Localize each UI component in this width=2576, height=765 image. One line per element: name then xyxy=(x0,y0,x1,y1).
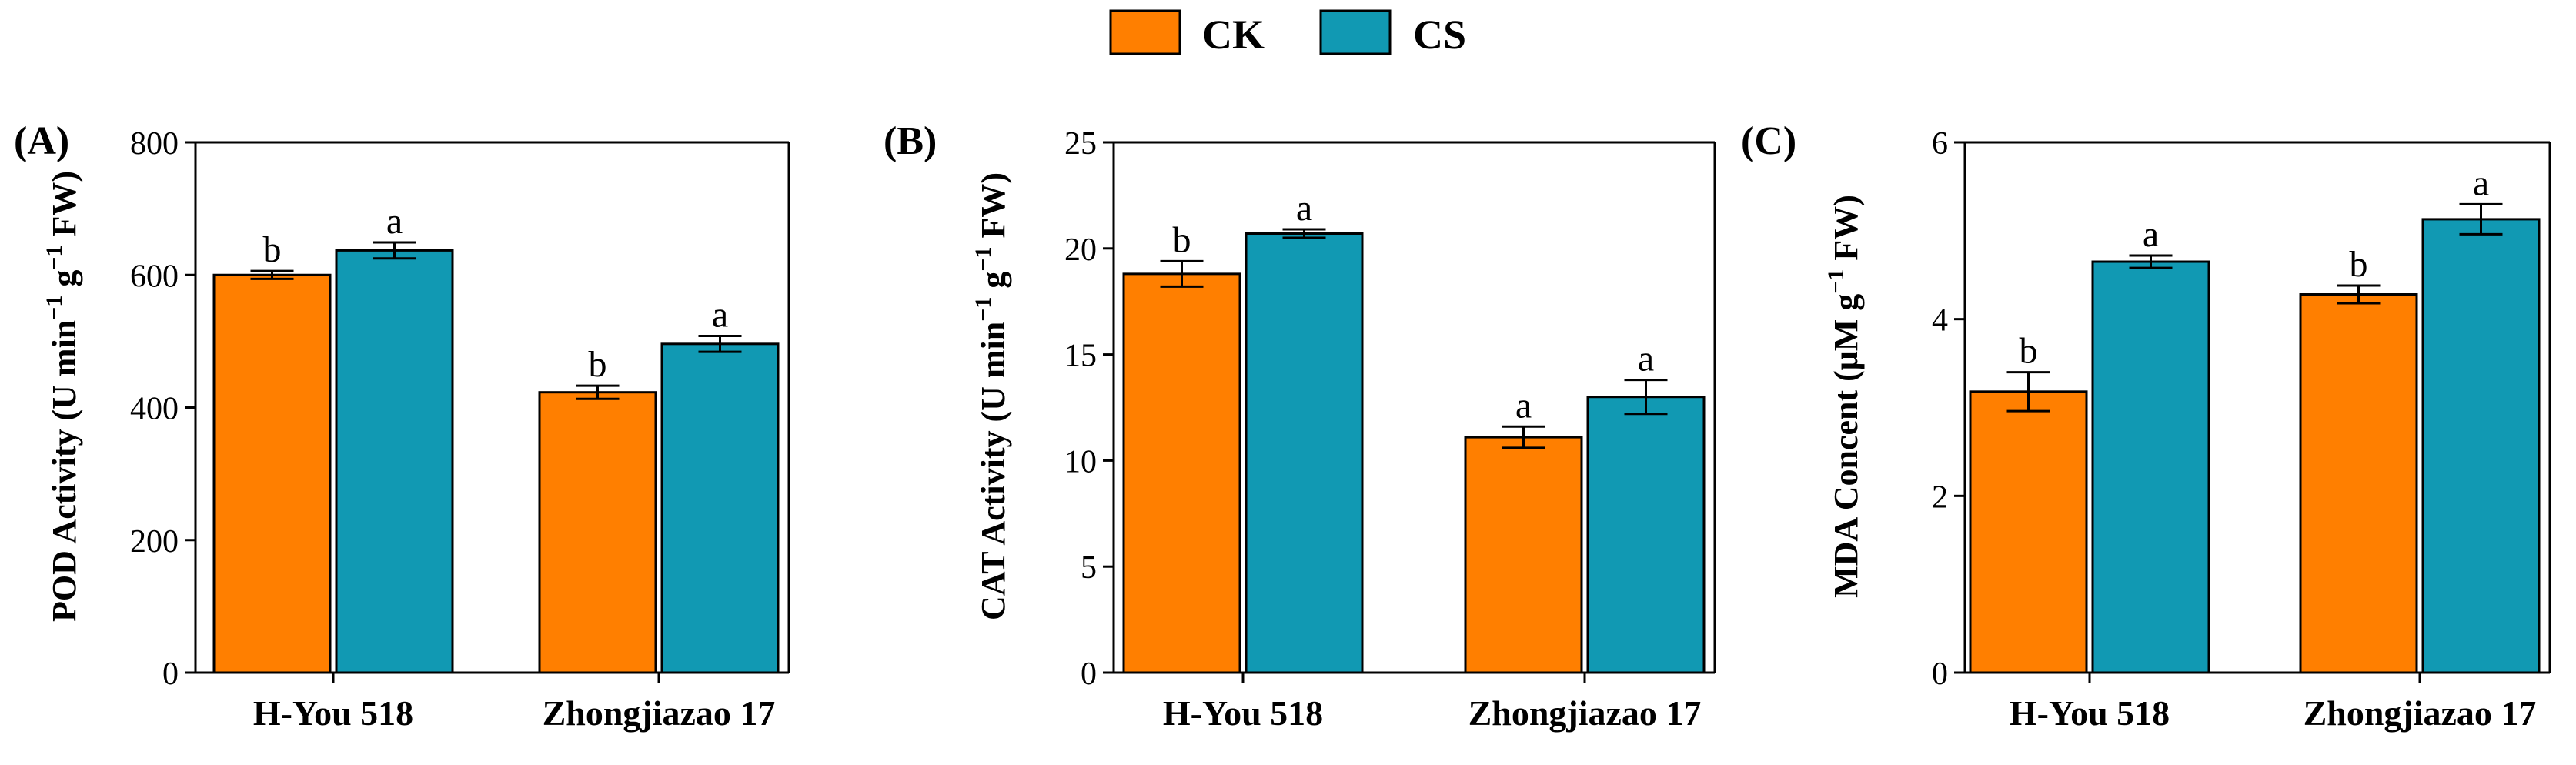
bar-cs-1 xyxy=(2421,218,2541,674)
significance-letter: b xyxy=(589,344,607,385)
bar-cs-0 xyxy=(1245,232,1364,674)
y-axis-label-sup-2: −1 xyxy=(971,247,996,272)
y-tick-label: 4 xyxy=(1932,303,1948,339)
panel-label: (B) xyxy=(884,119,937,163)
bar-cs-1 xyxy=(660,342,780,674)
error-bar xyxy=(250,269,294,280)
x-tick-label: Zhongjiazao 17 xyxy=(543,693,776,733)
x-tick-label: H-You 518 xyxy=(1163,693,1323,733)
y-axis-label-sup: −1 xyxy=(1823,269,1849,294)
bar-cs-1 xyxy=(1586,396,1706,674)
bar-ck-1 xyxy=(1464,436,1583,674)
significance-letter: b xyxy=(263,229,282,270)
x-tick-label: H-You 518 xyxy=(253,693,413,733)
bar-cs-0 xyxy=(335,249,454,674)
error-bar xyxy=(2337,284,2381,305)
panel-b: (B) CAT Activity (U min−1 g−1 FW) baaa05… xyxy=(884,119,1716,733)
x-tick-label: Zhongjiazao 17 xyxy=(2304,693,2537,733)
y-tick-label: 400 xyxy=(130,392,179,427)
y-axis-label: MDA Concent (μM g−1 FW) xyxy=(1823,195,1865,598)
y-axis-label-mid: FW) xyxy=(1827,195,1865,269)
significance-letter: b xyxy=(2020,331,2038,372)
bar-cs-0 xyxy=(2091,260,2210,674)
y-axis-label-start: CAT Activity (U min xyxy=(974,322,1012,620)
significance-letter: a xyxy=(1638,339,1654,379)
y-axis-label-end: FW) xyxy=(45,171,83,246)
y-tick-label: 15 xyxy=(1064,339,1097,374)
legend-label-ck: CK xyxy=(1202,12,1265,58)
x-tick-label: Zhongjiazao 17 xyxy=(1468,693,1702,733)
error-bar xyxy=(1160,259,1204,288)
y-tick-label: 0 xyxy=(1081,656,1097,692)
y-tick-label: 20 xyxy=(1064,232,1097,268)
y-tick-label: 200 xyxy=(130,524,179,560)
bar-ck-0 xyxy=(212,273,332,674)
significance-letter: a xyxy=(2473,162,2489,203)
y-tick-label: 600 xyxy=(130,259,179,294)
significance-letter: a xyxy=(1296,188,1312,229)
x-tick-label: H-You 518 xyxy=(2010,693,2170,733)
legend-swatch-ck xyxy=(1109,9,1181,55)
significance-letter: a xyxy=(1515,385,1532,426)
panel-a: (A) POD Activity (U min−1 g−1 FW) bbaa02… xyxy=(14,119,790,733)
panel-label: (C) xyxy=(1741,119,1796,163)
y-axis-label-mid: g xyxy=(974,272,1012,297)
error-bar xyxy=(2006,371,2050,413)
significance-letter: a xyxy=(386,201,403,242)
y-tick-label: 10 xyxy=(1064,444,1097,479)
y-tick-label: 25 xyxy=(1064,126,1097,162)
error-bar xyxy=(1502,425,1545,449)
bar-ck-1 xyxy=(2299,293,2418,674)
y-axis-label: CAT Activity (U min−1 g−1 FW) xyxy=(971,172,1012,620)
error-bar xyxy=(373,241,416,260)
y-axis-label-end: FW) xyxy=(974,172,1012,247)
error-bar xyxy=(2129,254,2173,269)
y-axis-label-sup: −1 xyxy=(42,296,67,320)
y-tick-label: 0 xyxy=(162,656,179,692)
error-bar xyxy=(1624,379,1668,416)
panel-c: (C) MDA Concent (μM g−1 FW) b b a a 0 2 4 6 H-Yo… xyxy=(1741,119,2551,733)
y-axis-label-mid: g xyxy=(45,270,83,296)
error-bar xyxy=(2459,202,2503,236)
y-tick-label: 5 xyxy=(1081,550,1097,586)
y-axis-label-sup: −1 xyxy=(971,297,996,322)
significance-letter: b xyxy=(1173,219,1191,260)
panel-label: (A) xyxy=(14,119,69,163)
significance-letter: a xyxy=(2143,214,2159,255)
y-axis-label-sup-2: −1 xyxy=(42,246,67,270)
y-axis-label-start: POD Activity (U min xyxy=(45,320,83,622)
error-bar xyxy=(698,334,742,353)
significance-letter: b xyxy=(2350,244,2368,285)
bar-ck-0 xyxy=(1969,390,2088,674)
legend-swatch-cs xyxy=(1319,9,1392,55)
bar-ck-0 xyxy=(1122,272,1241,674)
y-tick-label: 800 xyxy=(130,126,179,162)
error-bar xyxy=(576,384,620,400)
y-axis-label-start: MDA Concent (μM g xyxy=(1827,294,1865,598)
significance-letter: a xyxy=(712,294,728,335)
legend: CK CS xyxy=(1109,9,1466,58)
y-tick-label: 2 xyxy=(1932,479,1948,515)
y-tick-label: 6 xyxy=(1932,126,1948,162)
legend-label-cs: CS xyxy=(1413,12,1466,58)
y-axis-label: POD Activity (U min−1 g−1 FW) xyxy=(42,171,83,622)
error-bar xyxy=(1282,228,1326,239)
y-tick-label: 0 xyxy=(1932,656,1948,692)
bar-ck-1 xyxy=(538,391,657,674)
